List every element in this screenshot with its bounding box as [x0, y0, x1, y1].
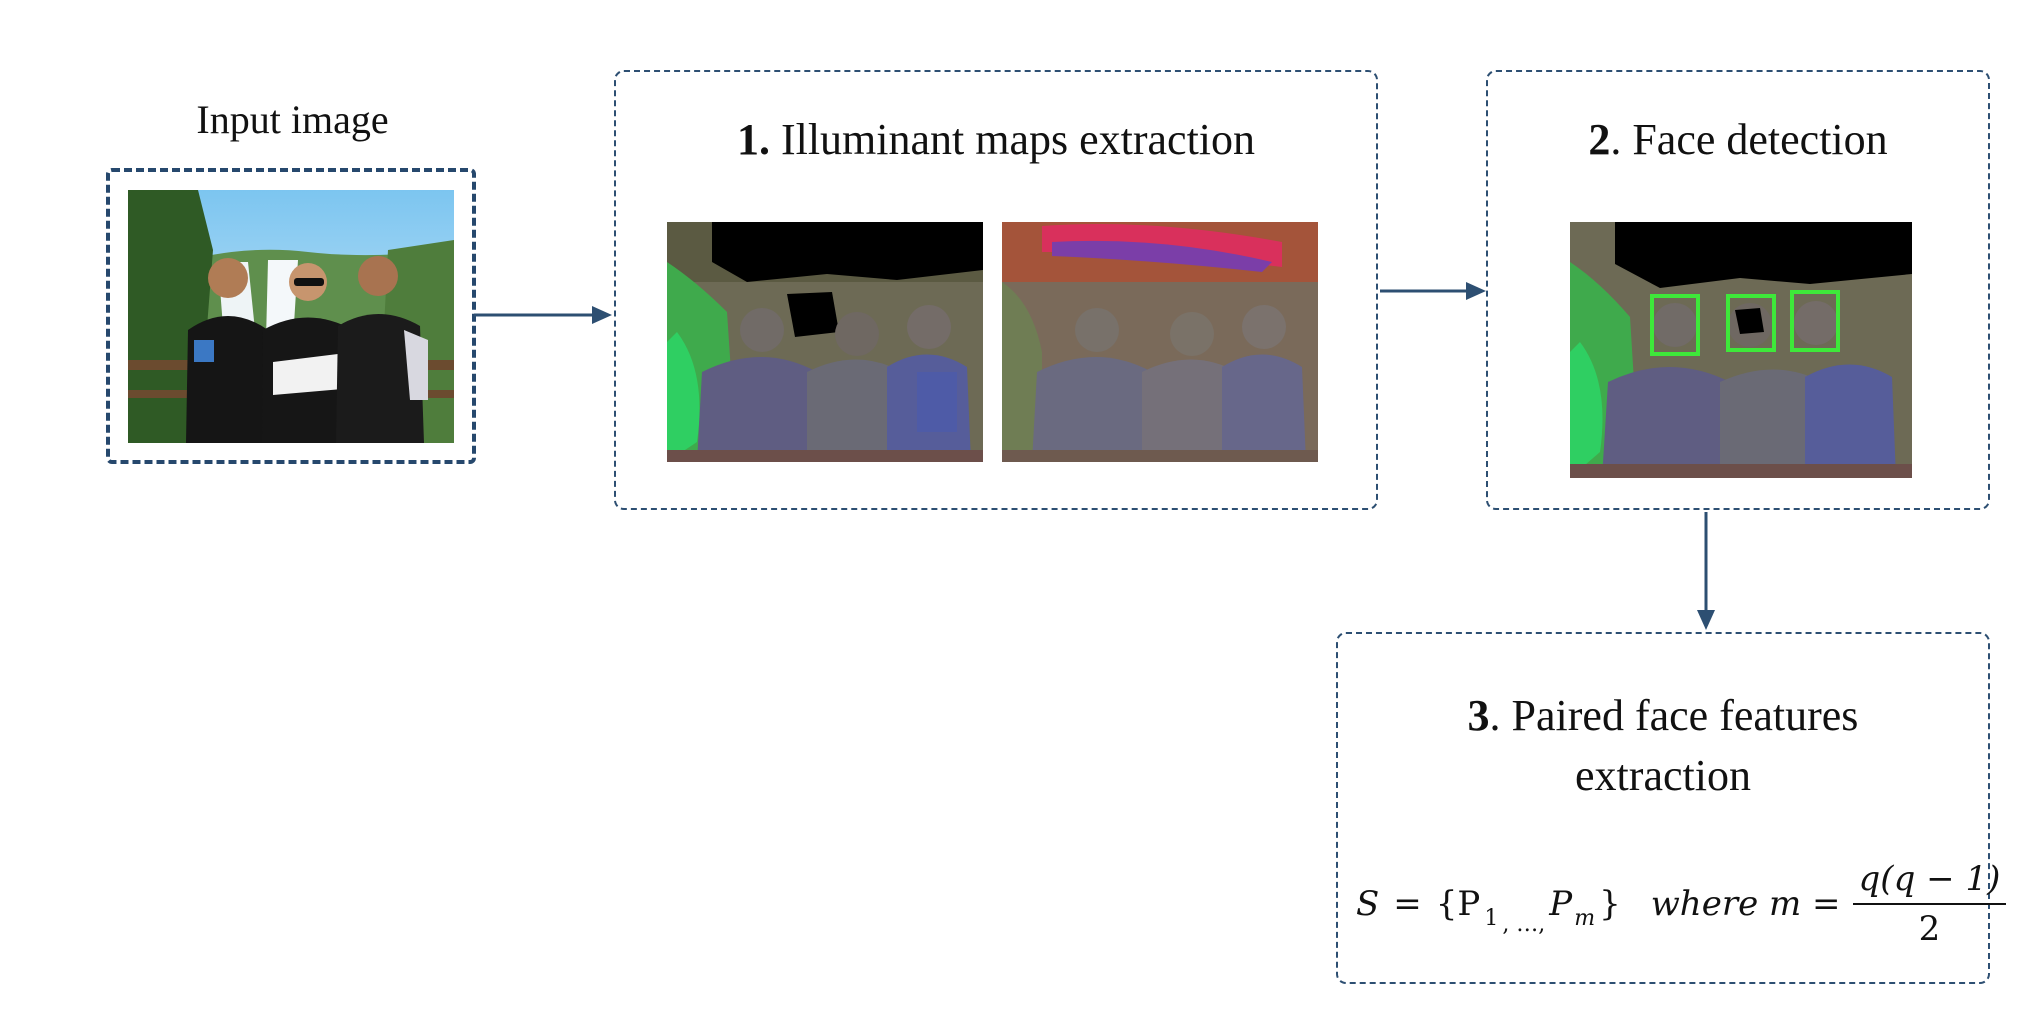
formula-set-open: {P: [1435, 884, 1481, 924]
illuminant-map-1: [667, 222, 983, 462]
face-box-3: [1790, 290, 1840, 352]
formula-ellipsis: , …,: [1502, 911, 1546, 937]
face-box-2: [1726, 294, 1776, 352]
input-image-caption: Input image: [196, 97, 389, 142]
arrow-step2-to-step3: [1697, 512, 1715, 630]
input-photo: [128, 190, 454, 443]
face-detection-image: [1570, 222, 1912, 478]
formula-sub-m: m: [1574, 905, 1596, 931]
formula-equals: =: [1393, 884, 1422, 924]
step1-number: 1.: [736, 115, 770, 164]
step3-number: 3: [1467, 691, 1490, 740]
formula-numerator: q(q − 1): [1852, 859, 2007, 905]
pairs-formula: S = {P 1 , …, P m } where m = q(q − 1) 2: [1356, 856, 2007, 952]
step3-box: [1336, 632, 1990, 984]
face-box-1: [1650, 294, 1700, 356]
formula-set-close: }: [1599, 884, 1621, 924]
formula-where: where m =: [1650, 884, 1841, 924]
step2-number: 2: [1588, 115, 1611, 164]
step3-label-line1: . Paired face features: [1489, 691, 1859, 740]
arrow-step1-to-step2: [1380, 282, 1486, 300]
step1-title: 1. Illuminant maps extraction: [614, 114, 1378, 165]
step3-title-line1: 3. Paired face features: [1336, 690, 1990, 741]
formula-fraction: q(q − 1) 2: [1852, 859, 2007, 949]
step2-box: [1486, 70, 1990, 510]
formula-lhs: S: [1356, 884, 1380, 924]
formula-sub-1: 1: [1484, 905, 1499, 931]
step1-box: [614, 70, 1378, 510]
illuminant-map-2: [1002, 222, 1318, 462]
step2-label: . Face detection: [1610, 115, 1888, 164]
formula-p: P: [1549, 884, 1573, 924]
step1-label: Illuminant maps extraction: [780, 115, 1256, 164]
step3-title-line2: extraction: [1575, 751, 1751, 800]
formula-denominator: 2: [1918, 909, 1941, 949]
arrow-input-to-step1: [474, 306, 612, 324]
step2-title: 2. Face detection: [1486, 114, 1990, 165]
